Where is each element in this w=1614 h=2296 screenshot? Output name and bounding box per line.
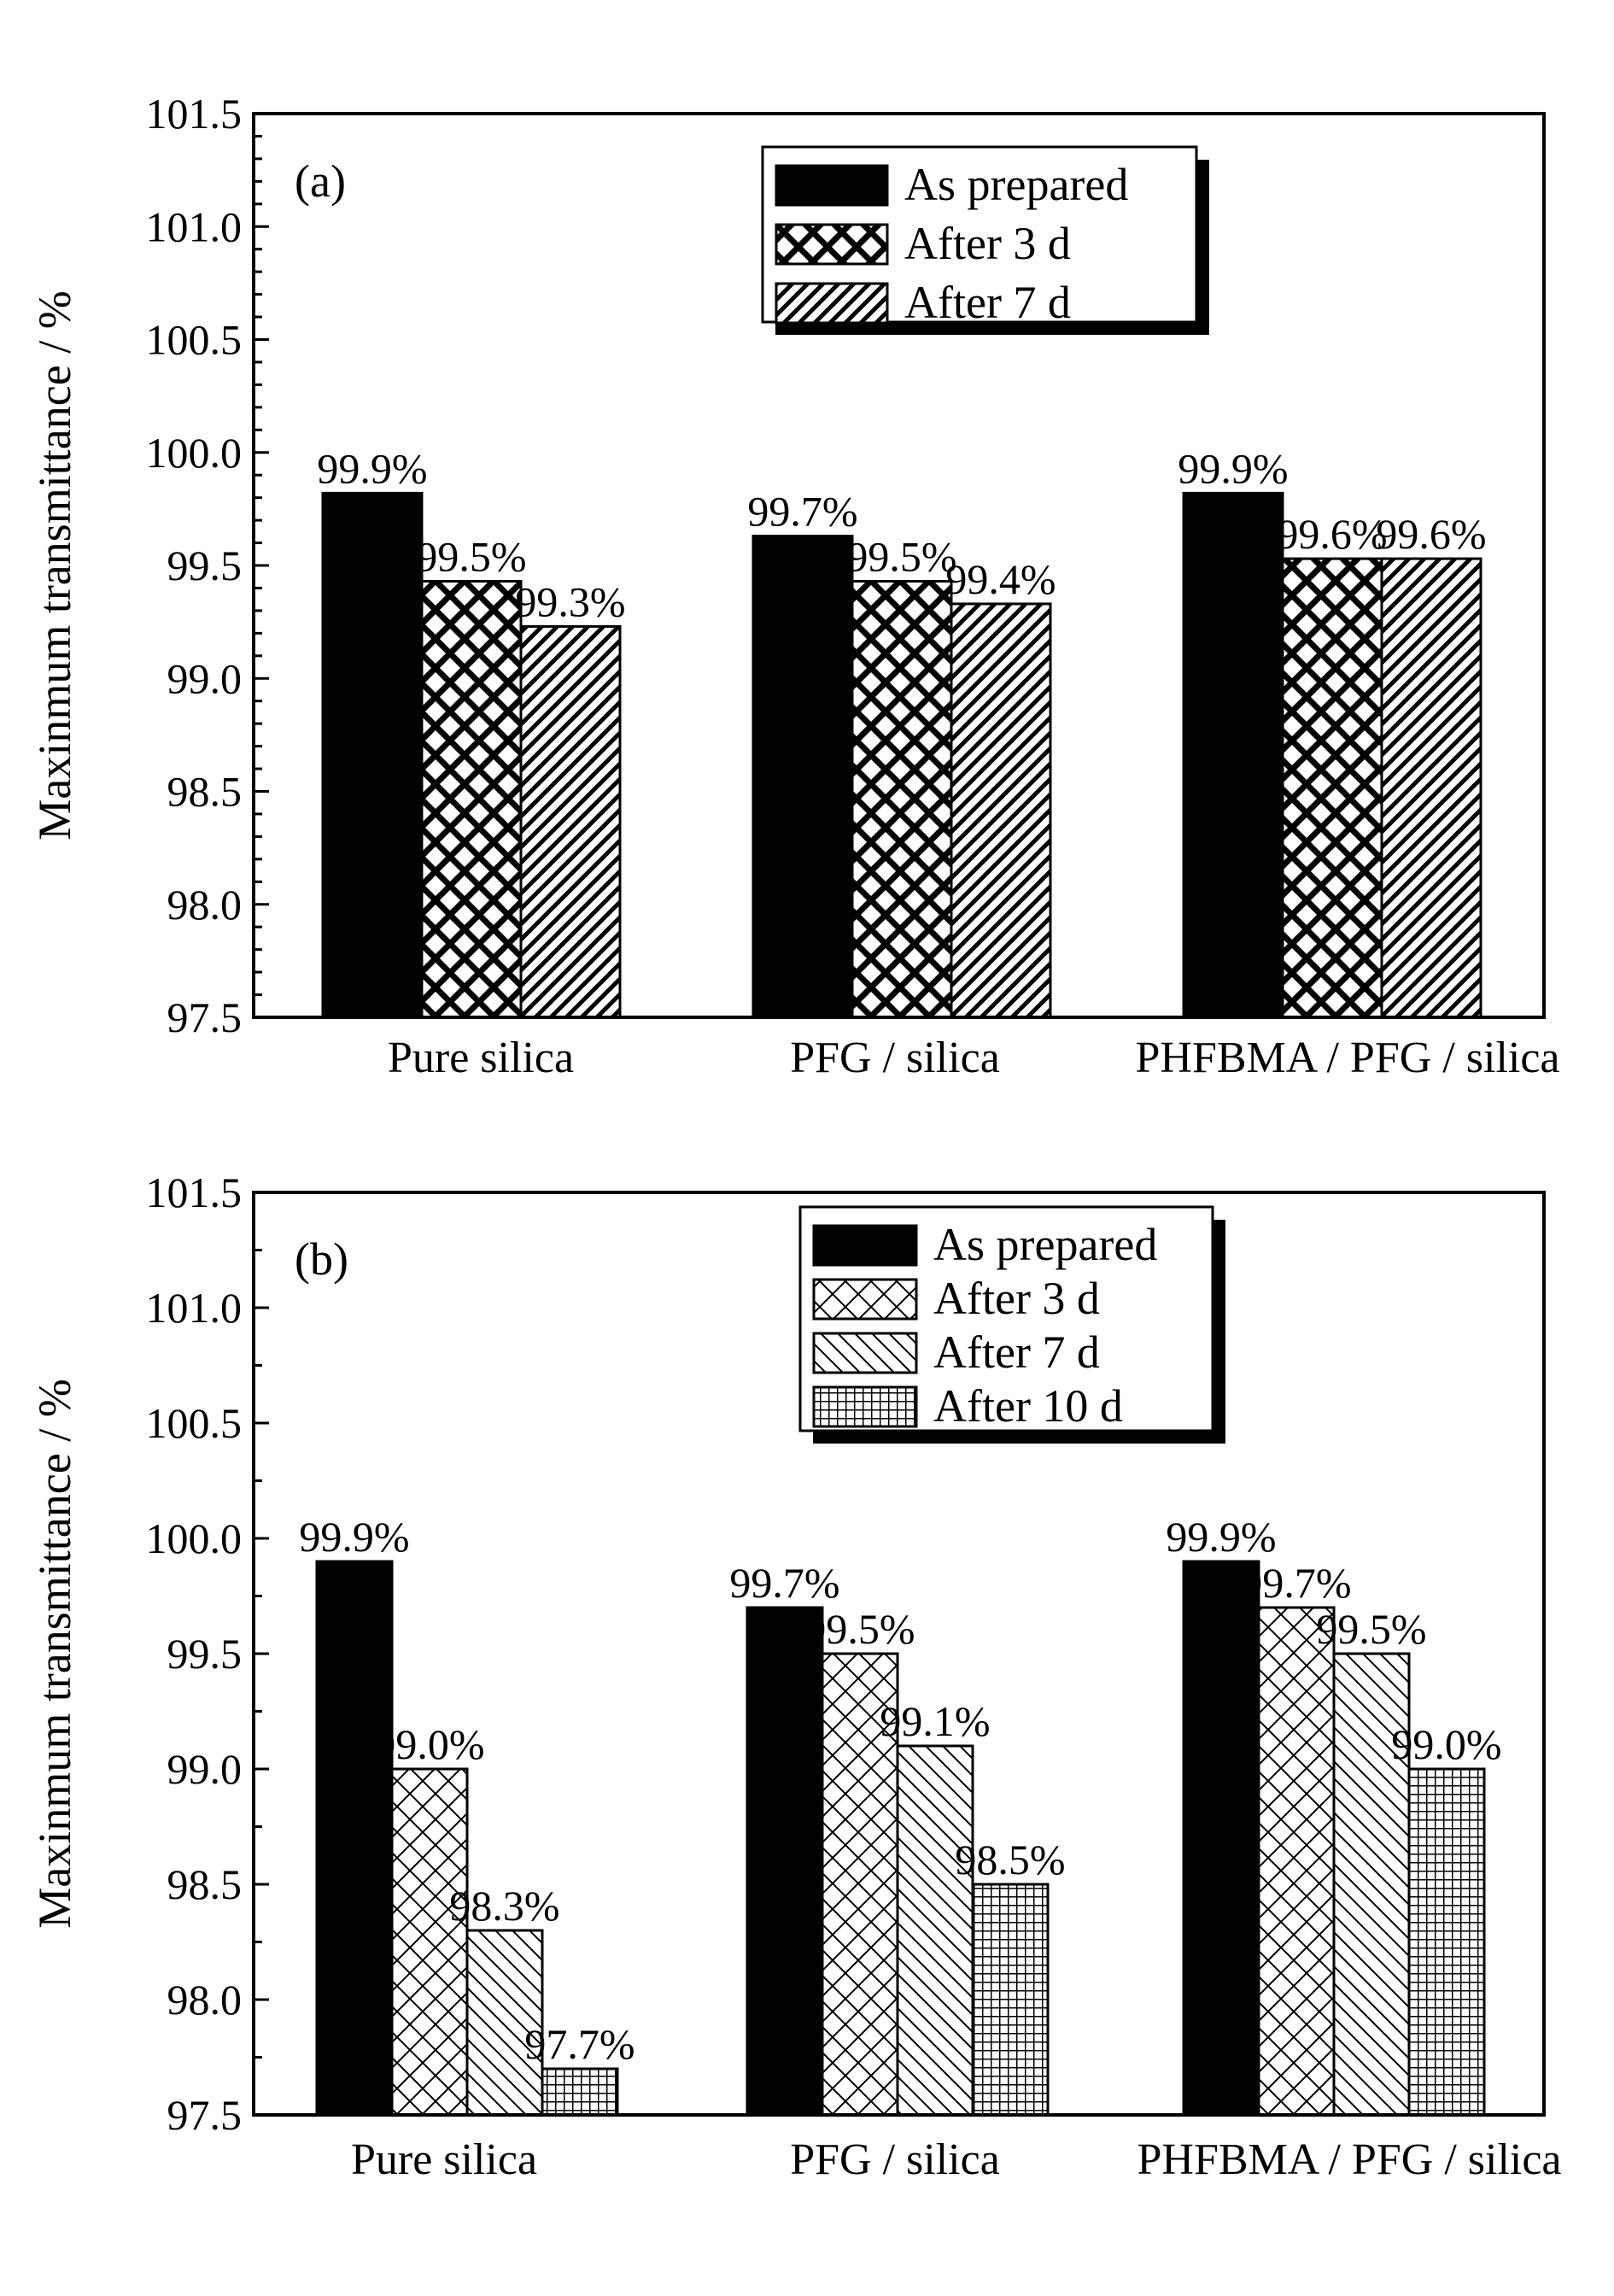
- y-tick-label: 99.0: [167, 654, 243, 702]
- legend-label-1: After 3 d: [904, 218, 1071, 269]
- legend-label-3: After 10 d: [933, 1380, 1123, 1432]
- bar-3-0: [541, 2067, 619, 2117]
- y-tick-label: 98.0: [167, 881, 243, 928]
- legend-swatch-1: [775, 223, 889, 266]
- y-tick-label: 98.5: [167, 768, 243, 816]
- bar-1-1: [851, 580, 953, 1019]
- data-label-0-1: 99.7%: [729, 1559, 839, 1607]
- bar-0-0: [315, 1560, 394, 2117]
- data-label-2-1: 99.4%: [945, 555, 1056, 603]
- bar-1-0: [420, 580, 523, 1019]
- data-label-1-0: 99.0%: [374, 1720, 484, 1768]
- bar-2-1: [896, 1744, 974, 2117]
- legend-swatch-2: [812, 1332, 918, 1374]
- legend: As prepared After 3 d After 7 d: [761, 145, 1209, 335]
- bar-2-2: [1380, 557, 1482, 1019]
- bar-2-1: [950, 602, 1052, 1019]
- bar-1-0: [390, 1767, 469, 2117]
- y-tick-label: 100.0: [146, 1514, 243, 1562]
- bar-0-2: [1182, 491, 1284, 1019]
- legend-swatch-2: [775, 282, 889, 325]
- legend-label-0: As prepared: [904, 159, 1128, 210]
- data-label-0-1: 99.7%: [747, 488, 857, 536]
- x-category-label: PHFBMA / PFG / silica: [1137, 2135, 1561, 2184]
- panel-label: (b): [295, 1233, 348, 1285]
- data-label-1-1: 99.5%: [846, 533, 956, 581]
- x-category-label: Pure silica: [388, 1034, 574, 1082]
- bar-2-2: [1332, 1652, 1411, 2117]
- panel-label: (a): [295, 155, 346, 207]
- data-label-2-0: 98.3%: [449, 1882, 559, 1930]
- data-label-2-2: 99.5%: [1316, 1605, 1426, 1653]
- bar-1-2: [1281, 557, 1383, 1019]
- data-label-1-2: 99.7%: [1241, 1559, 1351, 1607]
- y-tick-label: 99.5: [167, 1630, 243, 1678]
- y-tick-label: 100.5: [146, 1399, 243, 1447]
- y-tick-label: 101.0: [146, 1284, 243, 1332]
- data-label-0-0: 99.9%: [299, 1513, 409, 1561]
- data-label-3-0: 97.7%: [524, 2020, 634, 2068]
- bar-1-2: [1257, 1606, 1336, 2117]
- legend-swatch-1: [812, 1278, 918, 1321]
- bar-3-2: [1407, 1767, 1486, 2117]
- y-tick-label: 99.5: [167, 542, 243, 589]
- x-category-label: PFG / silica: [790, 1034, 1000, 1082]
- legend-swatch-0: [812, 1224, 918, 1267]
- y-tick-label: 97.5: [167, 2091, 243, 2139]
- data-label-0-2: 99.9%: [1178, 444, 1288, 492]
- y-tick-label: 101.0: [146, 202, 243, 250]
- y-tick-label: 98.5: [167, 1860, 243, 1908]
- bar-0-1: [751, 535, 854, 1019]
- y-tick-label: 97.5: [167, 993, 243, 1041]
- x-category-label: PHFBMA / PFG / silica: [1135, 1034, 1559, 1082]
- bar-2-0: [519, 624, 622, 1019]
- y-tick-label: 100.0: [146, 429, 243, 477]
- data-label-1-2: 99.6%: [1277, 510, 1387, 558]
- y-axis-title: Maxinmum transmittance / %: [29, 290, 80, 840]
- legend-swatch-0: [775, 164, 889, 207]
- legend-label-0: As prepared: [933, 1219, 1157, 1270]
- data-label-0-0: 99.9%: [317, 444, 427, 492]
- y-tick-label: 98.0: [167, 1976, 243, 2024]
- x-category-label: Pure silica: [351, 2135, 537, 2184]
- data-label-2-1: 99.1%: [880, 1697, 990, 1745]
- bar-0-2: [1182, 1560, 1260, 2117]
- bar-0-0: [321, 491, 424, 1019]
- data-label-3-1: 98.5%: [955, 1836, 1065, 1883]
- legend-label-2: After 7 d: [904, 277, 1071, 328]
- y-tick-label: 99.0: [167, 1745, 243, 1793]
- data-label-2-2: 99.6%: [1376, 510, 1486, 558]
- bar-1-1: [821, 1652, 899, 2117]
- y-tick-label: 100.5: [146, 316, 243, 364]
- y-tick-label: 101.5: [146, 90, 243, 138]
- bar-2-0: [465, 1929, 544, 2117]
- data-label-1-0: 99.5%: [416, 533, 526, 581]
- data-label-0-2: 99.9%: [1166, 1513, 1276, 1561]
- bar-3-1: [971, 1883, 1050, 2117]
- legend-swatch-3: [812, 1385, 918, 1428]
- data-label-3-2: 99.0%: [1391, 1720, 1501, 1768]
- legend-label-2: After 7 d: [933, 1327, 1100, 1378]
- data-label-2-0: 99.3%: [515, 577, 625, 625]
- chart-panel-b: 99.9%99.7%99.9%99.0%99.5%99.7%98.3%99.1%…: [29, 1168, 1562, 2184]
- y-axis-title: Maxinmum transmittance / %: [29, 1379, 80, 1928]
- x-category-label: PFG / silica: [790, 2135, 1000, 2184]
- data-label-1-1: 99.5%: [804, 1605, 915, 1653]
- chart-panel-a: 99.9% 99.7% 99.9% 99.5% 99.5% 99.6% 99.3% 99.4%…: [29, 90, 1560, 1082]
- y-tick-label: 101.5: [146, 1168, 243, 1216]
- bar-0-1: [746, 1606, 824, 2117]
- legend-label-1: After 3 d: [933, 1273, 1100, 1324]
